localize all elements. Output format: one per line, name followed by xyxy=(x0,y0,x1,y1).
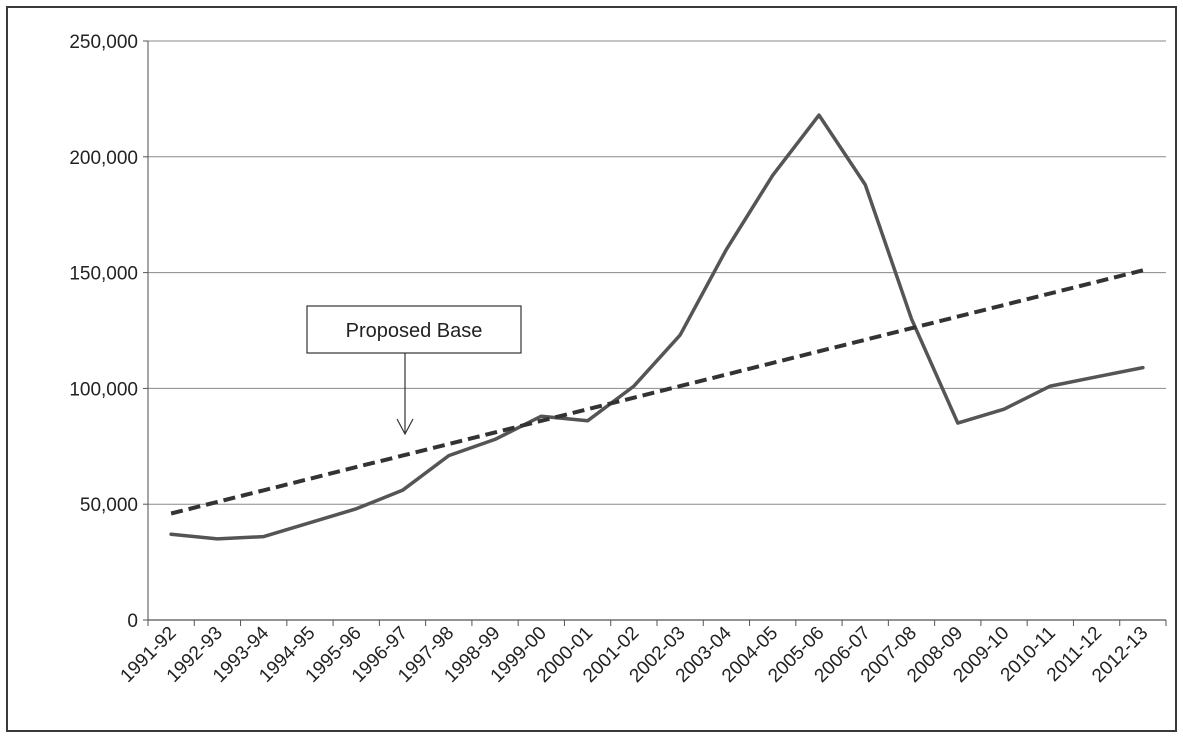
series-lines xyxy=(169,113,1145,541)
chart-frame xyxy=(6,6,1177,732)
y-tick-label: 100,000 xyxy=(69,379,138,400)
y-tick-label: 200,000 xyxy=(69,148,138,169)
gridlines xyxy=(148,40,1166,505)
data-line-solid xyxy=(169,113,1145,541)
trend-line-dashed xyxy=(170,268,1144,516)
annotation-callout: Proposed Base xyxy=(306,305,522,436)
y-tick-label: 0 xyxy=(127,611,138,632)
y-axis-ticks: 0 50,000 100,000 150,000 200,000 250,000 xyxy=(69,32,148,632)
annotation-text: Proposed Base xyxy=(346,320,483,342)
axes xyxy=(147,41,1166,621)
y-tick-label: 150,000 xyxy=(69,264,138,285)
y-tick-label: 250,000 xyxy=(69,32,138,53)
annotation-arrow-head xyxy=(396,418,414,436)
y-tick-label: 50,000 xyxy=(80,495,138,516)
annotation-box xyxy=(306,305,522,354)
x-axis-ticks: 1991-921992-931993-941994-951995-961996-… xyxy=(117,620,1167,687)
